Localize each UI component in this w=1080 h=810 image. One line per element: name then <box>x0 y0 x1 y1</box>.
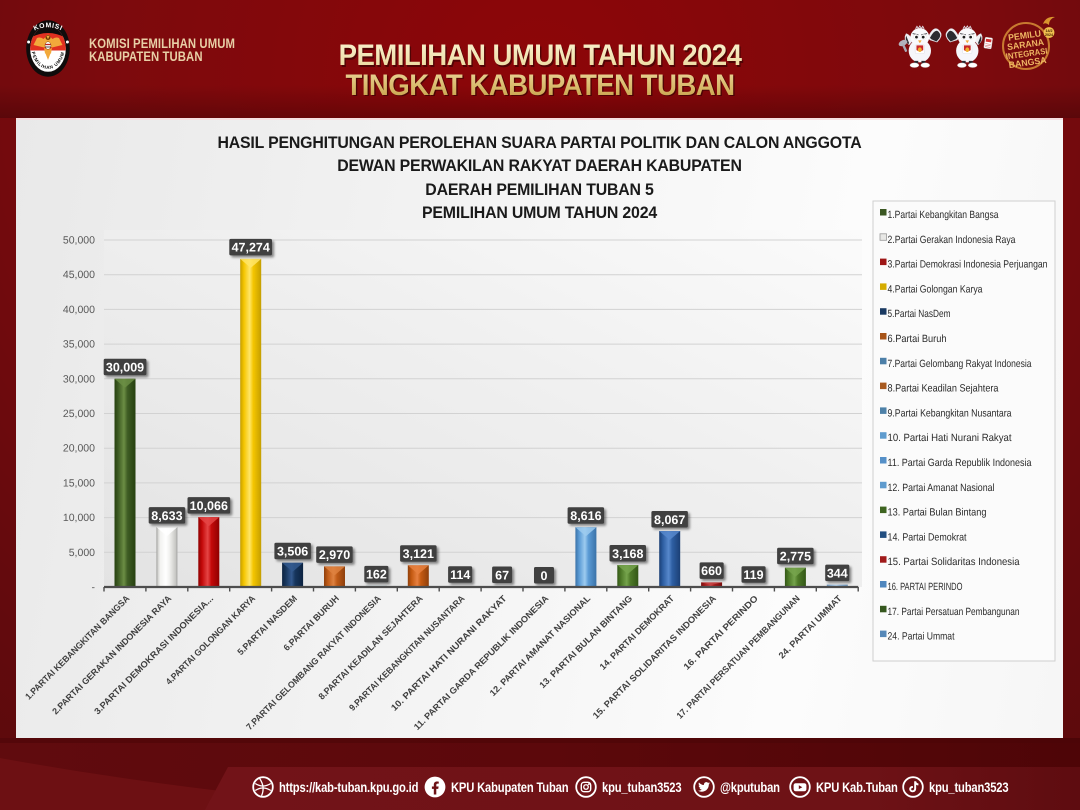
svg-text:15. Partai Solidaritas Indones: 15. Partai Solidaritas Indonesia <box>888 556 1020 568</box>
svg-text:50,000: 50,000 <box>63 235 95 247</box>
svg-text:PEMILU: PEMILU <box>1008 28 1042 42</box>
svg-text:12. Partai Amanat Nasional: 12. Partai Amanat Nasional <box>888 482 995 494</box>
svg-text:3,506: 3,506 <box>277 545 308 559</box>
svg-text:14. Partai Demokrat: 14. Partai Demokrat <box>888 531 967 543</box>
svg-text:16. PARTAI PERINDO: 16. PARTAI PERINDO <box>681 593 759 671</box>
svg-text:8,067: 8,067 <box>654 513 685 527</box>
svg-text:8,616: 8,616 <box>570 509 601 523</box>
svg-text:30,000: 30,000 <box>63 373 95 385</box>
svg-text:20,000: 20,000 <box>63 443 95 455</box>
svg-text:2,775: 2,775 <box>780 550 811 564</box>
svg-text:2.Partai Gerakan Indonesia Ray: 2.Partai Gerakan Indonesia Raya <box>888 234 1016 246</box>
svg-text:114: 114 <box>450 568 470 582</box>
svg-text:10,000: 10,000 <box>63 512 95 524</box>
svg-text:47,274: 47,274 <box>232 241 270 255</box>
svg-text:162: 162 <box>366 568 387 582</box>
svg-text:0: 0 <box>541 569 548 583</box>
svg-text:119: 119 <box>743 568 763 582</box>
svg-text:25,000: 25,000 <box>63 408 95 420</box>
svg-text:35,000: 35,000 <box>63 339 95 351</box>
svg-text:11. Partai Garda Republik Indo: 11. Partai Garda Republik Indonesia <box>888 457 1032 469</box>
svg-text:2,970: 2,970 <box>319 548 350 562</box>
svg-text:KOMISI: KOMISI <box>33 22 64 32</box>
svg-text:3,168: 3,168 <box>612 547 643 561</box>
svg-text:17. Partai Persatuan Pembangun: 17. Partai Persatuan Pembangunan <box>888 606 1020 618</box>
svg-text:3.Partai Demokrasi Indonesia P: 3.Partai Demokrasi Indonesia Perjuangan <box>888 259 1048 271</box>
svg-text:-: - <box>92 582 96 594</box>
svg-text:16. PARTAI PERINDO: 16. PARTAI PERINDO <box>888 581 963 593</box>
svg-text:5,000: 5,000 <box>69 547 95 559</box>
svg-text:8,633: 8,633 <box>151 509 182 523</box>
svg-text:40,000: 40,000 <box>63 304 95 316</box>
svg-text:14/2: 14/2 <box>1046 29 1053 33</box>
svg-text:24. Partai Ummat: 24. Partai Ummat <box>888 631 955 643</box>
svg-text:10,066: 10,066 <box>190 499 228 513</box>
svg-text:14. PARTAI DEMOKRAT: 14. PARTAI DEMOKRAT <box>598 593 677 672</box>
svg-text:7.Partai Gelombang Rakyat Indo: 7.Partai Gelombang Rakyat Indonesia <box>888 358 1032 370</box>
svg-text:3,121: 3,121 <box>403 547 434 561</box>
svg-text:13. Partai Bulan Bintang: 13. Partai Bulan Bintang <box>888 507 987 519</box>
svg-text:4.PARTAI GOLONGAN KARYA: 4.PARTAI GOLONGAN KARYA <box>164 593 258 687</box>
svg-text:67: 67 <box>495 568 509 582</box>
svg-text:6.Partai Buruh: 6.Partai Buruh <box>888 333 947 345</box>
svg-text:344: 344 <box>827 566 848 580</box>
svg-text:660: 660 <box>701 564 722 578</box>
svg-text:5.Partai NasDem: 5.Partai NasDem <box>888 308 951 320</box>
svg-text:8.Partai Keadilan Sejahtera: 8.Partai Keadilan Sejahtera <box>888 383 999 395</box>
svg-text:30,009: 30,009 <box>106 361 144 375</box>
svg-text:4.Partai Golongan Karya: 4.Partai Golongan Karya <box>888 283 983 295</box>
svg-text:15,000: 15,000 <box>63 477 95 489</box>
svg-text:9.Partai Kebangkitan Nusantara: 9.Partai Kebangkitan Nusantara <box>888 407 1012 419</box>
svg-text:10. Partai Hati Nurani Rakyat: 10. Partai Hati Nurani Rakyat <box>888 432 1012 444</box>
svg-text:2024: 2024 <box>1045 33 1053 37</box>
svg-text:1.Partai Kebangkitan Bangsa: 1.Partai Kebangkitan Bangsa <box>888 209 999 221</box>
svg-text:45,000: 45,000 <box>63 269 95 281</box>
